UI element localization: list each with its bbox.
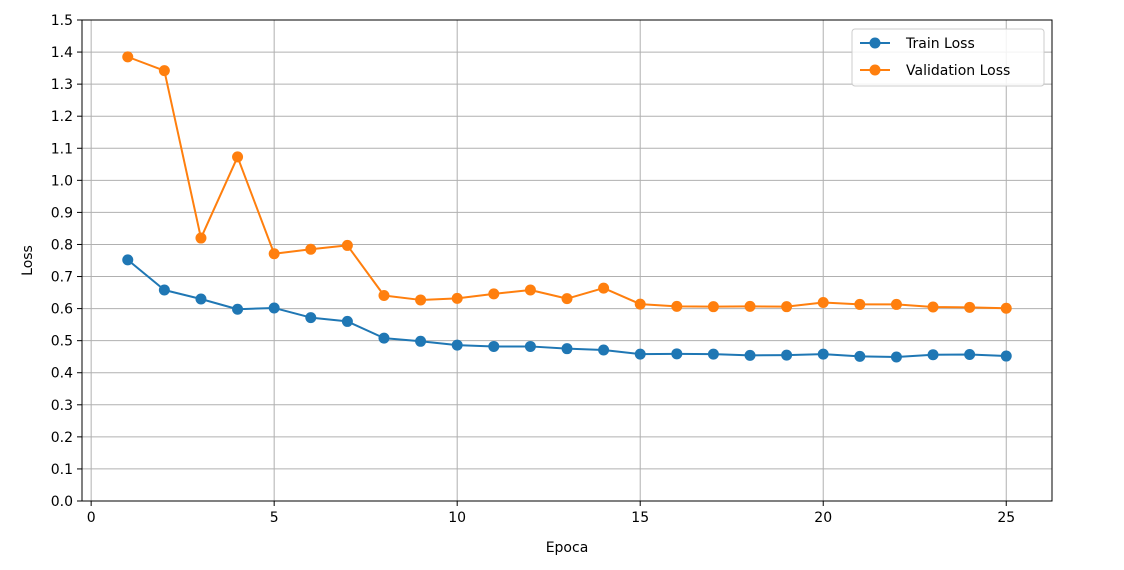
axes <box>81 19 1053 502</box>
legend-marker <box>869 64 881 76</box>
y-tick-label: 1.0 <box>51 173 73 189</box>
data-point <box>598 282 610 294</box>
data-point <box>890 351 902 363</box>
data-point <box>964 301 976 313</box>
data-point <box>122 254 134 266</box>
data-point <box>561 293 573 305</box>
y-tick-label: 1.4 <box>51 45 73 61</box>
data-point <box>854 350 866 362</box>
data-point <box>964 348 976 360</box>
legend-item: Train Loss <box>860 36 975 52</box>
y-tick-label: 0.5 <box>51 334 73 350</box>
data-point <box>195 293 207 305</box>
data-point <box>524 340 536 352</box>
data-point <box>305 243 317 255</box>
data-point <box>378 289 390 301</box>
data-point <box>671 300 683 312</box>
legend-label: Train Loss <box>905 36 975 52</box>
data-point <box>598 344 610 356</box>
data-point <box>341 239 353 251</box>
series-layer <box>122 51 1012 363</box>
legend-box <box>851 28 1045 87</box>
data-point <box>634 348 646 360</box>
legend-item: Validation Loss <box>860 63 1010 79</box>
series-line <box>127 55 1007 310</box>
y-tick-label: 1.2 <box>51 109 73 125</box>
y-tick-label: 0.7 <box>51 270 73 286</box>
data-point <box>671 348 683 360</box>
data-point <box>268 248 280 260</box>
data-point <box>378 332 390 344</box>
series-train-loss <box>122 254 1012 363</box>
data-point <box>488 288 500 300</box>
data-point <box>158 284 170 296</box>
data-point <box>415 294 427 306</box>
data-point <box>232 151 244 163</box>
legend-label: Validation Loss <box>906 63 1010 79</box>
data-point <box>781 301 793 313</box>
data-point <box>488 340 500 352</box>
data-point <box>524 284 536 296</box>
x-tick-label: 15 <box>631 510 649 526</box>
x-tick-label: 5 <box>270 510 279 526</box>
legend: Train Loss Validation Loss <box>851 28 1045 87</box>
x-axis-label: Epoca <box>546 540 589 556</box>
y-tick-label: 0.4 <box>51 366 73 382</box>
data-point <box>1000 302 1012 314</box>
data-point <box>341 315 353 327</box>
data-point <box>927 301 939 313</box>
y-tick-label: 0.8 <box>51 237 73 253</box>
data-point <box>268 302 280 314</box>
y-tick-label: 0.0 <box>51 494 73 510</box>
data-point <box>890 298 902 310</box>
data-point <box>122 51 134 63</box>
data-point <box>781 349 793 361</box>
y-tick-label: 0.3 <box>51 398 73 414</box>
data-point <box>415 335 427 347</box>
plot-frame <box>81 19 1053 502</box>
x-tick-label: 0 <box>87 510 96 526</box>
x-tick-label: 10 <box>448 510 466 526</box>
data-point <box>707 301 719 313</box>
data-point <box>707 348 719 360</box>
y-tick-label: 0.9 <box>51 205 73 221</box>
data-point <box>927 349 939 361</box>
y-tick-label: 0.6 <box>51 302 73 318</box>
data-point <box>817 348 829 360</box>
data-point <box>634 298 646 310</box>
y-tick-label: 0.1 <box>51 462 73 478</box>
data-point <box>305 312 317 324</box>
data-point <box>744 349 756 361</box>
grid-lines <box>82 19 1052 502</box>
data-point <box>561 343 573 355</box>
y-tick-label: 1.1 <box>51 141 73 157</box>
y-tick-label: 0.2 <box>51 430 73 446</box>
data-point <box>817 297 829 309</box>
legend-marker <box>869 37 881 49</box>
data-point <box>1000 350 1012 362</box>
x-tick-label: 20 <box>814 510 832 526</box>
data-point <box>451 292 463 304</box>
y-tick-label: 1.3 <box>51 77 73 93</box>
data-point <box>232 303 244 315</box>
data-point <box>158 65 170 77</box>
x-tick-label: 25 <box>997 510 1015 526</box>
tick-labels: 0 5 10 15 20 25 0.0 0.1 0.2 0.3 0.4 0.5 0.6 0.7 0.8 0.9… <box>51 13 1015 526</box>
y-tick-label: 1.5 <box>51 13 73 29</box>
series-validation-loss <box>122 51 1012 314</box>
y-axis-label: Loss <box>20 245 36 276</box>
data-point <box>451 339 463 351</box>
data-point <box>195 232 207 244</box>
data-point <box>744 300 756 312</box>
data-point <box>854 298 866 310</box>
